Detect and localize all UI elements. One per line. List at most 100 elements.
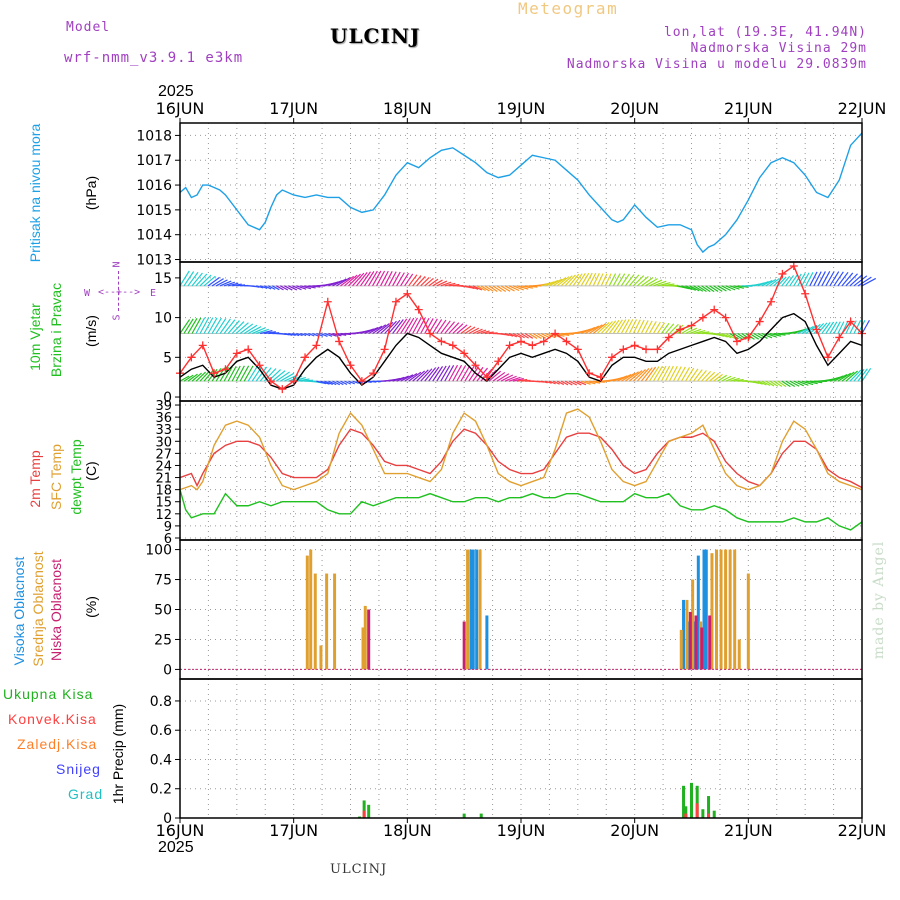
bar-clouds — [305, 555, 309, 670]
wind-barb — [636, 319, 645, 334]
wind-barb — [737, 285, 749, 288]
bar-precip — [367, 804, 371, 818]
wind-barb — [203, 369, 214, 382]
wind-barb — [721, 375, 732, 382]
bar-clouds — [367, 609, 371, 670]
gust-marker — [289, 377, 298, 386]
gust-marker — [494, 357, 503, 366]
wind-barb — [372, 324, 387, 334]
gust-marker — [585, 369, 594, 378]
wind-barb — [729, 285, 740, 290]
wind-barb — [645, 278, 658, 287]
wind-barb — [769, 277, 780, 287]
gust-marker — [664, 333, 673, 342]
wind-barb — [648, 366, 660, 382]
wind-barb — [256, 285, 264, 289]
wind-barb — [757, 281, 769, 287]
y-tick-label: 1017 — [136, 153, 172, 169]
wind-barb — [817, 271, 826, 287]
wind-barb — [348, 273, 361, 287]
wind-barb — [717, 285, 727, 292]
wind-barb — [809, 380, 823, 384]
y-tick-label: 6 — [164, 532, 172, 547]
bar-clouds — [475, 549, 479, 670]
x-tick-label-bottom: 16JUN — [156, 821, 205, 840]
wind-barb — [821, 321, 831, 334]
wind-barb — [797, 273, 806, 287]
wind-barb — [697, 370, 707, 382]
wind-barb — [392, 271, 401, 287]
wind-barb — [328, 380, 337, 386]
wind-barb — [689, 285, 700, 292]
wind-barb — [388, 319, 401, 334]
y-tick-label: 0 — [163, 662, 172, 678]
wind-barb — [624, 319, 634, 334]
wind-barb — [352, 272, 365, 287]
y-tick-label: 0.6 — [150, 723, 172, 739]
wind-barb — [260, 285, 268, 290]
bar-clouds — [696, 555, 700, 670]
x-tick-label-bottom: 19JUN — [497, 821, 546, 840]
y-tick-label: 1018 — [136, 128, 172, 144]
wind-barb — [316, 380, 327, 385]
wind-barb — [368, 325, 383, 335]
x-tick-label-top: 19JUN — [497, 99, 546, 118]
wind-barb — [460, 325, 472, 334]
wind-barb — [468, 366, 480, 382]
gust-marker — [278, 385, 287, 394]
bar-clouds — [719, 549, 723, 670]
wind-barb — [300, 285, 312, 290]
wind-barb — [227, 282, 239, 287]
wind-barb — [584, 325, 600, 335]
gust-marker — [835, 333, 844, 342]
bar-clouds — [679, 629, 683, 670]
wind-barb — [251, 366, 263, 382]
wind-barb — [801, 380, 814, 386]
wind-barb — [817, 322, 828, 334]
precip-legend-snow: Snijeg — [56, 761, 101, 777]
wind-barb — [632, 275, 645, 287]
y-tick-label: 30 — [155, 435, 172, 450]
wind-barb — [396, 272, 405, 287]
wind-barb — [693, 285, 704, 292]
wind-barb — [460, 365, 471, 382]
wind-barb — [227, 365, 237, 382]
wind-barb — [680, 367, 691, 382]
wind-barb — [576, 273, 586, 287]
wind-barb — [717, 374, 728, 382]
wind-barb — [628, 274, 640, 287]
wind-barb — [500, 285, 511, 292]
wind-barb — [448, 283, 460, 287]
wind-barb — [452, 364, 463, 382]
gust-marker — [460, 349, 469, 358]
wind-barb — [648, 321, 657, 334]
wind-barb — [468, 327, 480, 335]
wind-barb — [620, 273, 630, 287]
wind-barb — [793, 380, 805, 387]
wind-barb — [544, 332, 556, 339]
gust-marker — [562, 337, 571, 346]
wind-barb — [580, 272, 590, 287]
wind-barb — [252, 285, 260, 288]
model-label: Model — [66, 20, 111, 35]
wind-barb — [384, 271, 393, 287]
wind-barb — [223, 281, 236, 287]
wind-barb — [849, 369, 862, 382]
wind-barb — [191, 372, 202, 382]
wind-barb — [308, 332, 315, 337]
precip-legend-conv: Konvek.Kisa — [8, 711, 97, 727]
wind-barb — [845, 273, 858, 287]
wind-barb — [841, 272, 854, 287]
gust-marker — [471, 361, 480, 370]
wind-barb — [416, 369, 429, 382]
bar-clouds — [478, 549, 482, 670]
wind-barb — [256, 328, 269, 335]
wind-barb — [560, 275, 573, 287]
wind-barb — [352, 380, 359, 384]
bar-clouds — [702, 549, 706, 670]
wind-barb — [608, 273, 617, 287]
gust-marker — [266, 377, 275, 386]
bar-clouds — [688, 611, 692, 670]
wind-barb — [348, 380, 355, 385]
bar-precip — [362, 800, 366, 818]
